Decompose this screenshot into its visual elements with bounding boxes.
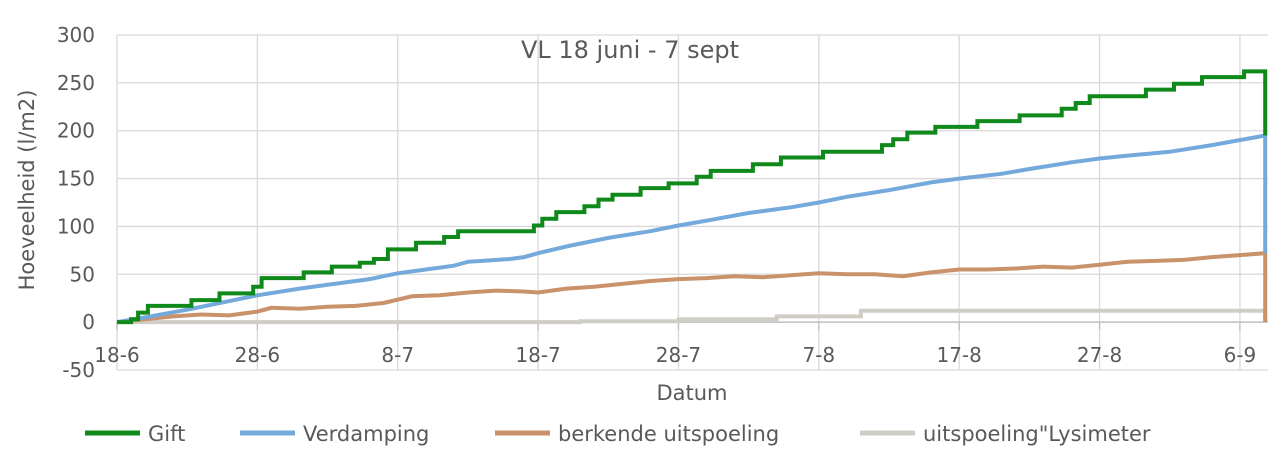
x-tick-label: 6-9 <box>1224 343 1257 367</box>
y-tick-label: 300 <box>57 23 95 47</box>
y-tick-label: 150 <box>57 167 95 191</box>
x-tick-label: 18-6 <box>94 343 139 367</box>
y-tick-label: 250 <box>57 71 95 95</box>
y-tick-label: 100 <box>57 214 95 238</box>
y-tick-label: 0 <box>82 310 95 334</box>
axis-layer: -50 0 50 100 150 200 250 300 18-6 28-6 8-7 18-7 28-7… <box>57 23 1268 382</box>
legend-label: berkende uitspoeling <box>558 422 779 446</box>
x-tick-label: 7-8 <box>802 343 835 367</box>
legend-label: uitspoeling"Lysimeter <box>923 422 1151 446</box>
y-axis-label: Hoeveelheid (l/m2) <box>15 90 39 291</box>
x-axis-label: Datum <box>656 381 727 405</box>
series-line-1 <box>117 69 1268 325</box>
chart-title: VL 18 juni - 7 sept <box>521 36 739 64</box>
y-tick-label: -50 <box>62 358 95 382</box>
x-tick-label: 17-8 <box>936 343 981 367</box>
legend-label: Gift <box>148 422 185 446</box>
x-tick-label: 18-7 <box>515 343 560 367</box>
y-tick-label: 50 <box>70 262 95 286</box>
x-tick-label: 27-8 <box>1077 343 1122 367</box>
legend: Gift Verdamping berkende uitspoeling uitspo… <box>85 422 1151 446</box>
y-tick-label: 200 <box>57 119 95 143</box>
series-layer <box>116 69 1268 325</box>
x-tick-label: 28-6 <box>235 343 280 367</box>
series-line-3 <box>116 251 1268 325</box>
x-tick-label: 28-7 <box>656 343 701 367</box>
series-line-4 <box>117 308 1268 325</box>
x-tick-label: 8-7 <box>381 343 414 367</box>
legend-label: Verdamping <box>303 422 429 446</box>
series-line-2 <box>116 133 1268 325</box>
